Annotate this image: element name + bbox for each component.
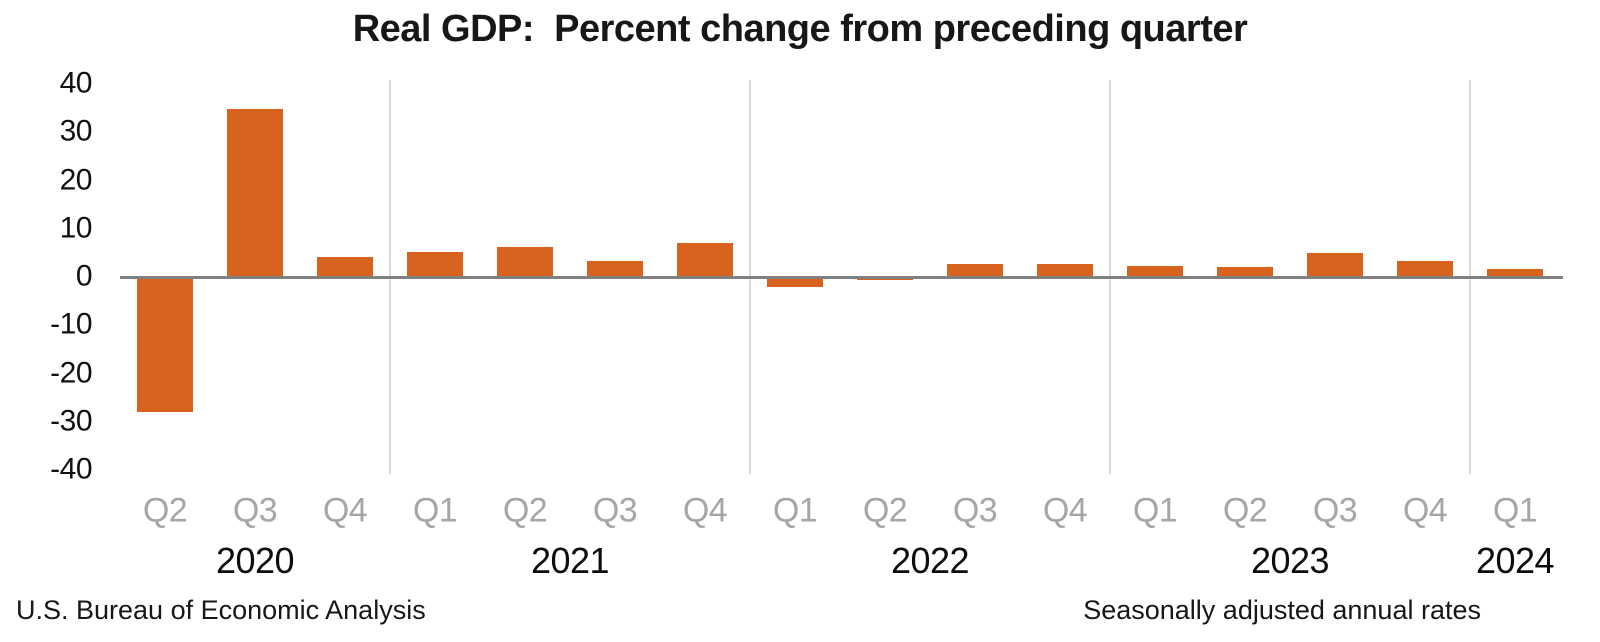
x-axis-quarter-label: Q3: [1312, 491, 1358, 530]
x-axis-quarter-label: Q2: [862, 491, 908, 530]
y-axis-tick-label: 20: [59, 162, 93, 196]
x-axis-quarter-label: Q2: [142, 491, 188, 530]
x-axis-quarter-label: Q3: [592, 491, 638, 530]
source-attribution: U.S. Bureau of Economic Analysis: [16, 595, 426, 625]
bar-q3-2020: [227, 109, 283, 277]
x-axis-quarter-label: Q1: [1492, 491, 1538, 530]
x-axis-year-label: 2023: [1250, 540, 1330, 581]
bar-q4-2023: [1397, 260, 1453, 277]
y-axis-tick-label: 0: [75, 259, 93, 293]
chart-title: Real GDP: Percent change from preceding …: [352, 8, 1248, 50]
x-axis-quarter-label: Q4: [322, 491, 368, 530]
bar-q1-2024: [1487, 269, 1543, 277]
bar-q2-2021: [497, 247, 553, 277]
bar-q3-2021: [587, 261, 643, 277]
x-axis-quarter-label: Q4: [682, 491, 728, 530]
y-axis-tick-label: 30: [59, 114, 93, 148]
x-axis-quarter-label: Q3: [952, 491, 998, 530]
bar-q4-2021: [677, 243, 733, 277]
y-axis-tick-label: 10: [59, 211, 93, 245]
y-axis-tick-label: -40: [50, 452, 92, 486]
y-axis-tick-label: 40: [59, 66, 93, 100]
adjustment-note: Seasonally adjusted annual rates: [1083, 595, 1481, 625]
bar-q2-2023: [1217, 266, 1273, 277]
zero-axis-line: [120, 276, 1563, 279]
x-axis-quarter-label: Q2: [502, 491, 548, 530]
x-axis-quarter-label: Q4: [1042, 491, 1088, 530]
bar-q1-2021: [407, 251, 463, 277]
bar-q3-2022: [947, 263, 1003, 277]
x-axis-year-label: 2020: [215, 540, 295, 581]
x-axis-quarter-label: Q1: [412, 491, 458, 530]
x-axis-quarter-label: Q3: [232, 491, 278, 530]
y-axis-tick-label: -20: [50, 355, 92, 389]
bar-q1-2023: [1127, 266, 1183, 277]
x-axis-year-label: 2021: [530, 540, 610, 581]
x-axis-year-label: 2022: [890, 540, 970, 581]
x-axis-quarter-label: Q1: [772, 491, 818, 530]
x-axis-year-label: 2024: [1475, 540, 1555, 581]
bar-q3-2023: [1307, 253, 1363, 277]
x-axis-quarter-label: Q1: [1132, 491, 1178, 530]
x-axis-quarter-label: Q2: [1222, 491, 1268, 530]
bar-q1-2022: [767, 277, 823, 287]
bar-q4-2020: [317, 256, 373, 277]
x-axis-quarter-label: Q4: [1402, 491, 1448, 530]
y-axis-tick-label: -30: [50, 404, 92, 438]
bar-q2-2020: [137, 277, 193, 413]
y-axis-tick-label: -10: [50, 307, 92, 341]
bar-q4-2022: [1037, 264, 1093, 277]
